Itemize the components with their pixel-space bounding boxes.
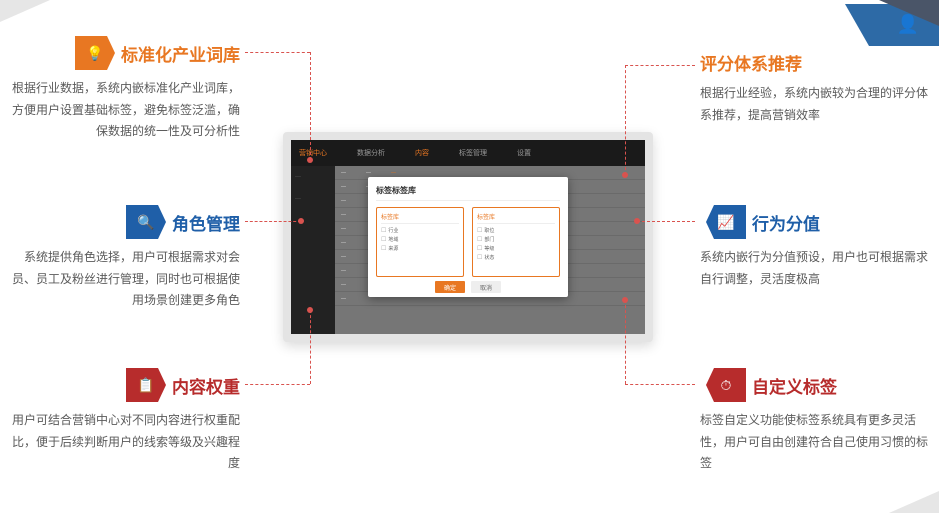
mock-modal: 标签标签库 标签库 行业 地域 来源 标签库 职位 部门 等级 状态 确定 取消 — [368, 177, 568, 297]
modal-title: 标签标签库 — [376, 185, 560, 201]
feature-custom-tag: ⏱ 自定义标签 标签自定义功能使标签系统具有更多灵活性，用户可自由创建符合自己使… — [700, 368, 930, 475]
modal-col-1: 标签库 行业 地域 来源 — [376, 207, 464, 277]
feature-behavior-score: 📈 行为分值 系统内嵌行为分值预设，用户也可根据需求自行调整，灵活度极高 — [700, 205, 930, 290]
connector — [310, 310, 311, 384]
connector — [310, 52, 311, 160]
lightbulb-icon: 💡 — [75, 36, 115, 70]
feature-desc: 标签自定义功能使标签系统具有更多灵活性，用户可自由创建符合自己使用习惯的标签 — [700, 410, 930, 475]
feature-role-mgmt: 🔍 角色管理 系统提供角色选择，用户可根据需求对会员、员工及粉丝进行管理，同时也… — [10, 205, 240, 312]
feature-desc: 根据行业数据，系统内嵌标准化产业词库，方便用户设置基础标签，避免标签泛滥，确保数… — [10, 78, 240, 143]
connector — [625, 65, 626, 175]
chart-icon: 📈 — [706, 205, 746, 239]
feature-title: 内容权重 — [172, 373, 240, 398]
corner-bottom-right — [889, 491, 939, 513]
feature-title: 行为分值 — [752, 210, 820, 235]
connector-dot — [634, 218, 640, 224]
user-icon: 👤 — [897, 14, 919, 35]
clock-icon: ⏱ — [706, 368, 746, 402]
modal-cancel-button[interactable]: 取消 — [471, 281, 501, 293]
connector-dot — [307, 157, 313, 163]
search-icon: 🔍 — [126, 205, 166, 239]
connector — [637, 221, 695, 222]
connector-dot — [298, 218, 304, 224]
modal-ok-button[interactable]: 确定 — [435, 281, 465, 293]
feature-title: 标准化产业词库 — [121, 41, 240, 66]
connector-dot — [622, 172, 628, 178]
connector — [245, 384, 310, 385]
connector-dot — [622, 297, 628, 303]
feature-content-weight: 📋 内容权重 用户可结合营销中心对不同内容进行权重配比，便于后续判断用户的线索等… — [10, 368, 240, 475]
mock-topbar: 营销中心 数据分析 内容 标签管理 设置 — [291, 140, 645, 166]
feature-standard-vocab: 💡 标准化产业词库 根据行业数据，系统内嵌标准化产业词库，方便用户设置基础标签，… — [10, 36, 240, 143]
connector — [625, 65, 695, 66]
center-screenshot: 营销中心 数据分析 内容 标签管理 设置 ······ ——— —— — — —… — [283, 132, 653, 342]
mock-sidebar: ······ — [291, 166, 335, 334]
connector-dot — [307, 307, 313, 313]
feature-scoring-system: 评分体系推荐 根据行业经验，系统内嵌较为合理的评分体系推荐，提高营销效率 — [700, 50, 930, 126]
clipboard-icon: 📋 — [126, 368, 166, 402]
modal-col-2: 标签库 职位 部门 等级 状态 — [472, 207, 560, 277]
feature-desc: 根据行业经验，系统内嵌较为合理的评分体系推荐，提高营销效率 — [700, 83, 930, 126]
feature-desc: 系统提供角色选择，用户可根据需求对会员、员工及粉丝进行管理，同时也可根据使用场景… — [10, 247, 240, 312]
corner-top-left — [0, 0, 50, 22]
feature-desc: 用户可结合营销中心对不同内容进行权重配比，便于后续判断用户的线索等级及兴趣程度 — [10, 410, 240, 475]
feature-title: 角色管理 — [172, 210, 240, 235]
connector — [245, 52, 310, 53]
connector — [625, 300, 626, 384]
connector — [245, 221, 301, 222]
feature-title: 评分体系推荐 — [700, 50, 802, 75]
connector — [625, 384, 695, 385]
feature-title: 自定义标签 — [752, 373, 837, 398]
feature-desc: 系统内嵌行为分值预设，用户也可根据需求自行调整，灵活度极高 — [700, 247, 930, 290]
